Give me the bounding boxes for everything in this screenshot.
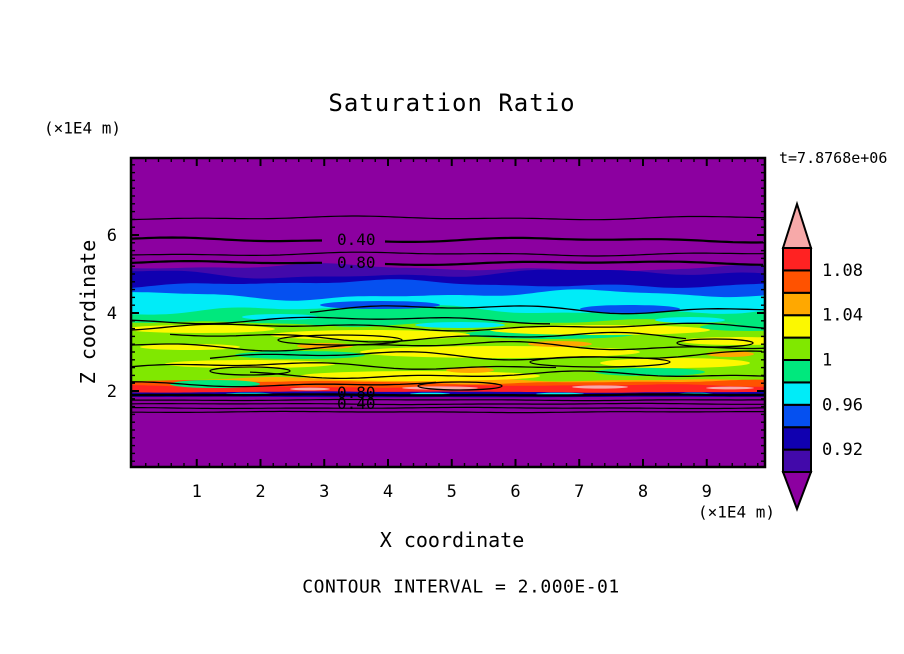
y-tick-label: 6 bbox=[107, 226, 117, 246]
x-tick-label: 1 bbox=[192, 482, 202, 502]
contour-line bbox=[130, 410, 766, 414]
contour-loop bbox=[417, 381, 503, 391]
contour-loop bbox=[676, 338, 754, 348]
contour-line bbox=[169, 331, 687, 343]
contour-loop bbox=[277, 334, 403, 346]
x-axis-unit-label: (×1E4 m) bbox=[697, 502, 775, 522]
field-streak bbox=[572, 385, 628, 389]
contour-line bbox=[130, 260, 322, 265]
field-streak bbox=[580, 305, 680, 313]
colorbar-segment bbox=[782, 336, 812, 362]
field-streak bbox=[415, 322, 505, 328]
x-tick-label: 5 bbox=[447, 482, 457, 502]
field-streak bbox=[320, 301, 440, 309]
y-tick-label: 2 bbox=[107, 382, 117, 402]
field-streak bbox=[165, 360, 335, 368]
field-layer bbox=[130, 157, 766, 468]
colorbar-label: 1.04 bbox=[822, 306, 863, 326]
colorbar-segment bbox=[782, 448, 812, 474]
contour-line bbox=[384, 236, 764, 244]
contour-line bbox=[130, 340, 766, 352]
contour-loop bbox=[529, 356, 671, 368]
colorbar-label: 1 bbox=[822, 351, 832, 371]
x-tick-label: 7 bbox=[574, 482, 584, 502]
contour-line bbox=[130, 406, 766, 410]
x-tick-label: 3 bbox=[319, 482, 329, 502]
contour-label: 0.40 bbox=[337, 394, 376, 413]
colorbar-arrow-up bbox=[781, 200, 813, 249]
contour-line bbox=[309, 305, 766, 315]
tick-labels-layer: 1 2 3 4 5 6 7 8 9 2 4 6 bbox=[107, 226, 712, 502]
x-tick-label: 8 bbox=[638, 482, 648, 502]
field-streak bbox=[360, 346, 640, 358]
colorbar-segment bbox=[782, 291, 812, 317]
contour-line bbox=[130, 236, 322, 243]
colorbar-segment bbox=[782, 426, 812, 451]
field-streak bbox=[600, 358, 750, 368]
contour-label: 0.80 bbox=[337, 383, 376, 402]
time-stamp-label: t=7.8768e+06 bbox=[779, 149, 888, 167]
colorbar-segment bbox=[782, 381, 812, 406]
colorbar: 1.08 1.04 1 0.96 0.92 bbox=[781, 200, 863, 512]
contour-lines-layer bbox=[130, 215, 766, 414]
x-tick-label: 6 bbox=[510, 482, 520, 502]
colorbar-segment bbox=[782, 359, 812, 384]
colorbar-label: 1.08 bbox=[822, 261, 863, 281]
field-streak bbox=[706, 386, 754, 390]
y-tick-label: 4 bbox=[107, 304, 117, 324]
field-streak bbox=[700, 323, 766, 331]
field-streak bbox=[595, 368, 705, 376]
contour-interval-label: CONTOUR INTERVAL = 2.000E-01 bbox=[302, 576, 620, 598]
plot-border bbox=[129, 156, 767, 469]
contour-line bbox=[130, 398, 766, 402]
colorbar-label: 0.96 bbox=[822, 395, 863, 415]
contour-line bbox=[249, 370, 766, 380]
contour-line bbox=[130, 215, 766, 221]
chart-title: Saturation Ratio bbox=[328, 89, 576, 117]
contour-line bbox=[130, 362, 556, 370]
contour-line bbox=[130, 381, 437, 388]
contour-line bbox=[130, 402, 766, 406]
field-streak bbox=[242, 314, 318, 320]
contour-loop bbox=[209, 366, 291, 376]
x-tick-label: 9 bbox=[702, 482, 712, 502]
contour-line bbox=[209, 350, 763, 361]
y-axis-title: Z coordinate bbox=[76, 239, 100, 385]
contour-label: 0.40 bbox=[337, 230, 376, 249]
colorbar-segment bbox=[782, 403, 812, 429]
colorbar-segment bbox=[782, 269, 812, 294]
contour-line bbox=[384, 260, 764, 266]
x-axis-title: X coordinate bbox=[379, 528, 525, 552]
contour-line bbox=[130, 316, 550, 325]
contour-line bbox=[130, 393, 766, 397]
field-streak bbox=[490, 325, 710, 335]
contour-line bbox=[130, 251, 766, 257]
x-tick-label: 4 bbox=[383, 482, 393, 502]
x-tick-label: 2 bbox=[255, 482, 265, 502]
field-streak bbox=[528, 341, 592, 347]
field-streak bbox=[655, 317, 725, 323]
contour-label: 0.80 bbox=[337, 253, 376, 272]
field-streak bbox=[290, 387, 330, 391]
colorbar-segment bbox=[782, 314, 812, 339]
colorbar-label: 0.92 bbox=[822, 440, 863, 460]
colorbar-segment bbox=[782, 247, 812, 272]
colorbar-arrow-down bbox=[781, 471, 813, 512]
field-streak bbox=[140, 344, 240, 350]
contour-line bbox=[130, 322, 766, 332]
y-axis-unit-label: (×1E4 m) bbox=[44, 118, 122, 138]
contour-labels-layer: 0.400.800.800.40 bbox=[337, 230, 376, 413]
